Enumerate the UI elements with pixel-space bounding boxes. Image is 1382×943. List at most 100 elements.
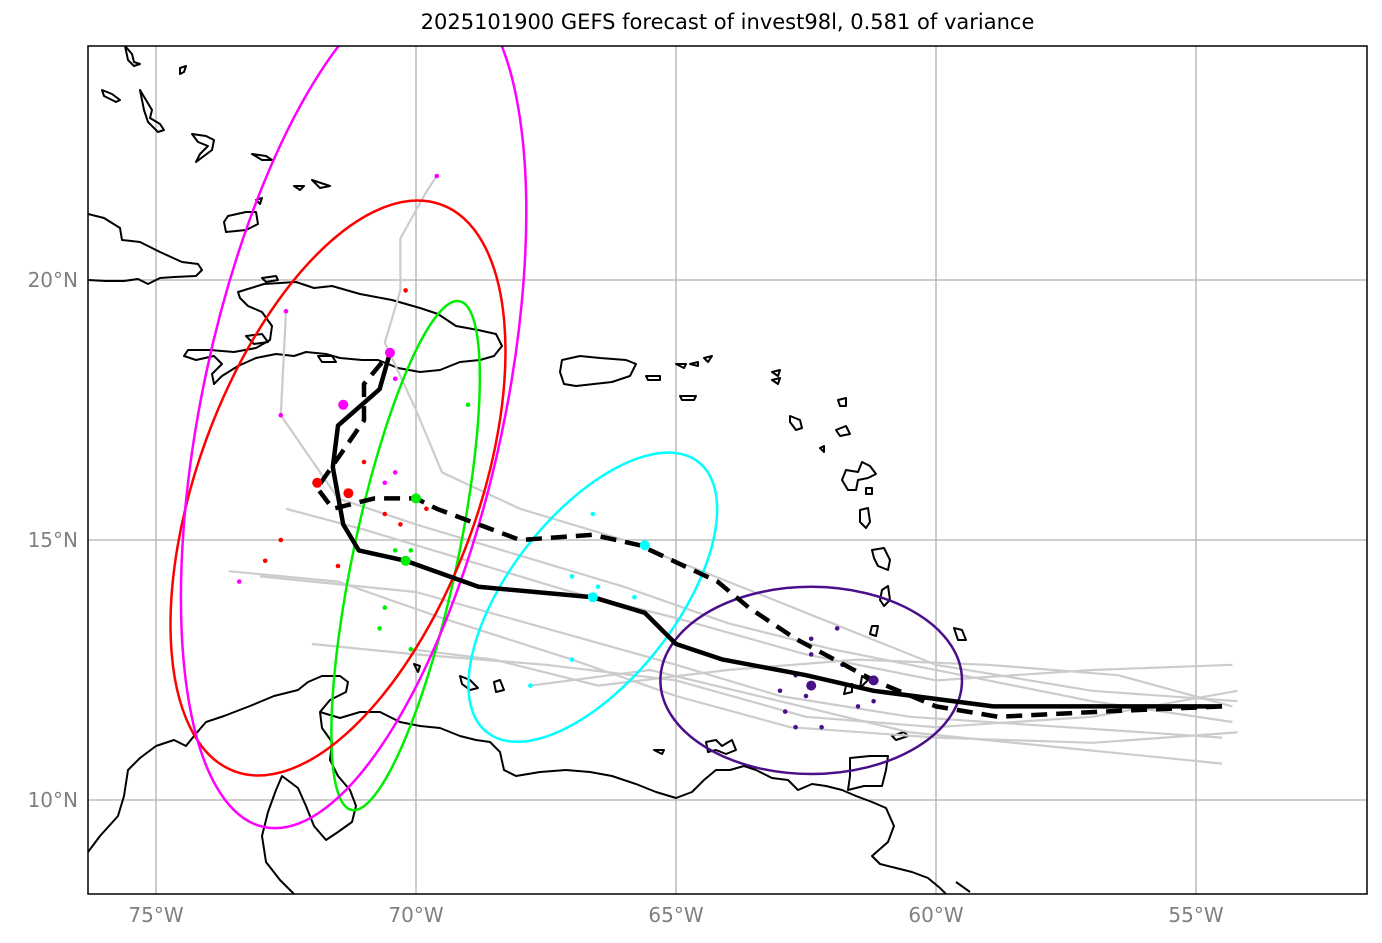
ellipse xyxy=(169,199,507,777)
cluster-center xyxy=(868,675,879,686)
tick-labels: 75°W 70°W 65°W 60°W 55°W 10°N 15°N 20°N xyxy=(28,268,1224,927)
member-point xyxy=(335,563,341,569)
gridlines xyxy=(88,46,1367,894)
ensemble-track xyxy=(259,575,1223,739)
coast-trinidad xyxy=(847,755,889,791)
member-point xyxy=(465,402,471,408)
main-track-dashed xyxy=(314,351,1223,720)
coast-vi-1 xyxy=(645,375,661,381)
coastlines xyxy=(88,46,971,894)
ensemble-track xyxy=(383,175,1238,703)
cluster-centers xyxy=(312,347,879,691)
ellipse xyxy=(467,451,719,744)
coast-tortuga xyxy=(245,333,269,345)
cluster-center xyxy=(400,555,411,566)
coast-vi-4 xyxy=(703,355,713,363)
coast-stlucia xyxy=(879,585,891,607)
cluster-center xyxy=(806,680,817,691)
member-point xyxy=(278,537,284,543)
member-point xyxy=(262,558,268,564)
coast-bahamas-3 xyxy=(124,46,141,67)
member-point xyxy=(382,605,388,610)
member-point xyxy=(382,480,388,486)
coast-montserrat xyxy=(819,445,825,453)
coast-stkitts xyxy=(789,415,803,431)
cluster-center xyxy=(343,488,354,499)
member-point xyxy=(855,704,861,709)
coast-dominica xyxy=(859,507,871,529)
member-point xyxy=(777,688,783,694)
cluster-center xyxy=(587,592,598,603)
member-point xyxy=(408,548,414,553)
lat-tick-label: 15°N xyxy=(28,528,78,552)
lon-tick-label: 65°W xyxy=(648,903,703,927)
coast-blanquilla xyxy=(653,749,665,755)
coast-bahamas-6 xyxy=(251,153,273,161)
member-point xyxy=(377,626,382,631)
coast-barbuda xyxy=(837,397,847,407)
member-point xyxy=(819,724,824,730)
coast-cuba xyxy=(88,213,203,285)
ensemble-track xyxy=(311,642,1238,729)
coast-bahamas-7 xyxy=(293,185,305,191)
coast-anguilla xyxy=(771,369,781,377)
coast-vi-5 xyxy=(679,395,697,401)
ellipse xyxy=(179,46,528,830)
member-point xyxy=(595,584,601,590)
ensemble-tracks xyxy=(228,175,1238,765)
member-point xyxy=(528,683,533,688)
member-point xyxy=(392,376,398,382)
cluster-center xyxy=(312,477,323,488)
member-point xyxy=(382,511,388,517)
coast-stvincent xyxy=(869,625,879,637)
coast-aruba xyxy=(413,663,421,673)
cluster-center xyxy=(385,347,395,358)
coast-martinique xyxy=(871,547,891,571)
coast-vi-3 xyxy=(689,361,699,367)
coast-puerto-rico xyxy=(559,355,637,387)
plot-frame xyxy=(87,45,1368,895)
coast-stmartin xyxy=(771,377,781,385)
member-point xyxy=(569,657,575,662)
member-point xyxy=(278,412,284,418)
coast-guadeloupe xyxy=(841,461,877,491)
coast-bahamas-1 xyxy=(101,89,121,103)
coast-bahamas-5 xyxy=(191,133,215,163)
ensemble-track xyxy=(285,507,1233,682)
member-point xyxy=(392,548,398,553)
coast-antigua xyxy=(835,425,851,437)
cluster-center xyxy=(411,493,421,504)
chart-title: 2025101900 GEFS forecast of invest98l, 0… xyxy=(420,10,1035,34)
cluster-center xyxy=(639,540,650,551)
member-point xyxy=(408,646,414,652)
lon-tick-label: 70°W xyxy=(388,903,443,927)
member-point xyxy=(834,626,840,631)
lon-tick-label: 75°W xyxy=(128,903,183,927)
coast-vi-2 xyxy=(675,363,687,369)
member-point xyxy=(361,459,367,465)
ensemble-track xyxy=(530,668,1223,765)
member-point xyxy=(424,506,429,512)
coast-barbados xyxy=(953,627,967,641)
coast-mariegalante xyxy=(865,487,873,495)
coast-margarita xyxy=(705,739,737,755)
lon-tick-label: 60°W xyxy=(908,903,963,927)
coast-bahamas-4 xyxy=(179,65,187,75)
lat-tick-label: 20°N xyxy=(28,268,78,292)
ensemble-track xyxy=(279,311,1233,724)
member-point xyxy=(590,511,596,517)
lon-tick-label: 55°W xyxy=(1168,903,1223,927)
ensemble-track xyxy=(228,570,1238,744)
ensemble-track xyxy=(410,648,1233,708)
coast-bonaire xyxy=(493,679,505,693)
member-point xyxy=(782,709,788,714)
coast-bahamas-9 xyxy=(255,197,263,205)
member-point xyxy=(808,636,814,642)
lat-tick-label: 10°N xyxy=(28,788,78,812)
member-point xyxy=(569,574,575,579)
coast-gonave xyxy=(317,355,337,363)
coast-hispaniola xyxy=(183,281,503,385)
cluster-center xyxy=(338,399,349,410)
member-point xyxy=(283,308,289,314)
member-point xyxy=(808,652,814,657)
